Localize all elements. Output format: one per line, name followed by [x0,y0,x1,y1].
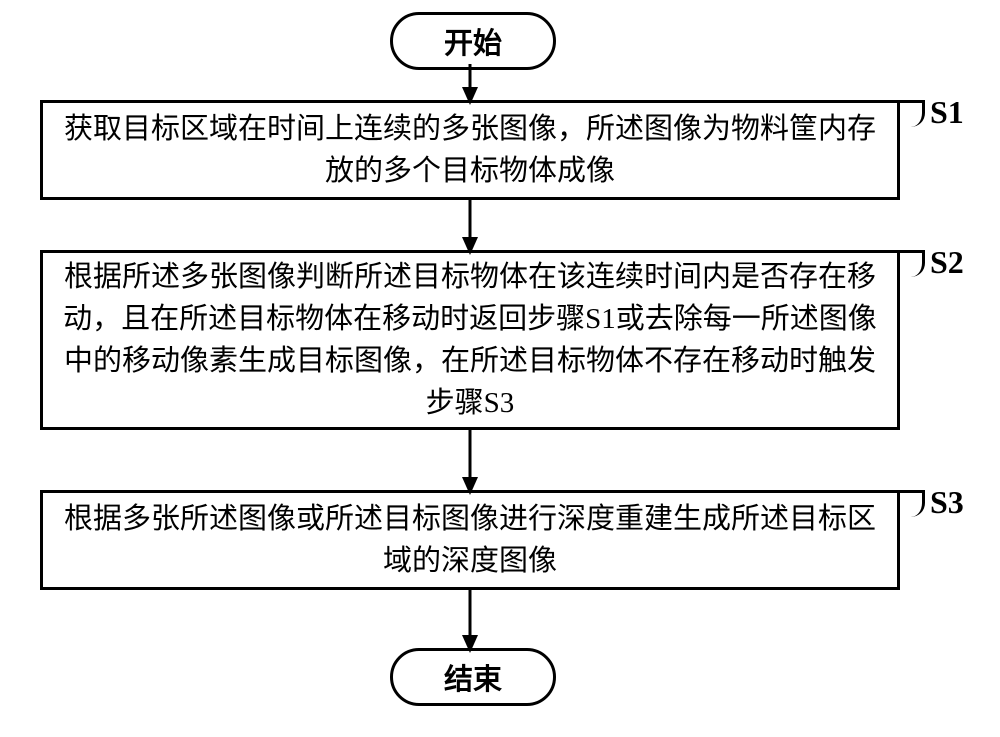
step-s3-text: 根据多张所述图像或所述目标图像进行深度重建生成所述目标区域的深度图像 [53,498,887,582]
step-label-s1: S1 [930,94,964,131]
step-s1-text: 获取目标区域在时间上连续的多张图像，所述图像为物料筐内存放的多个目标物体成像 [53,108,887,192]
end-label: 结束 [444,656,502,698]
label-connector-s3 [900,490,925,517]
step-label-s3: S3 [930,484,964,521]
start-label: 开始 [444,20,502,62]
label-connector-s2 [900,250,925,277]
step-s3-box: 根据多张所述图像或所述目标图像进行深度重建生成所述目标区域的深度图像 [40,490,900,590]
start-terminal: 开始 [390,12,556,70]
flowchart-canvas: 开始 结束 获取目标区域在时间上连续的多张图像，所述图像为物料筐内存放的多个目标… [0,0,1000,737]
step-s2-text: 根据所述多张图像判断所述目标物体在该连续时间内是否存在移动，且在所述目标物体在移… [53,256,887,424]
step-s1-box: 获取目标区域在时间上连续的多张图像，所述图像为物料筐内存放的多个目标物体成像 [40,100,900,200]
label-connector-s1 [900,100,925,127]
step-label-s2: S2 [930,244,964,281]
end-terminal: 结束 [390,648,556,706]
step-s2-box: 根据所述多张图像判断所述目标物体在该连续时间内是否存在移动，且在所述目标物体在移… [40,250,900,430]
